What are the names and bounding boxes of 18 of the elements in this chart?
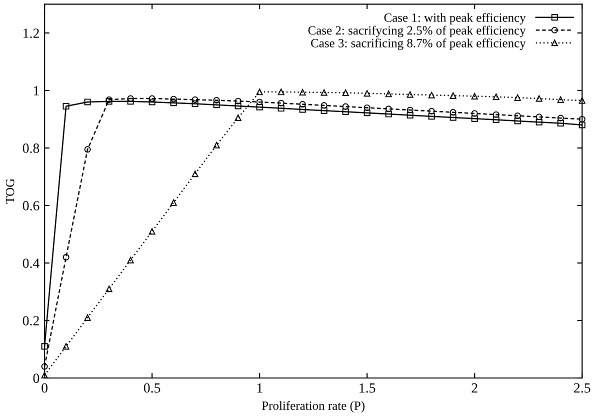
x-tick-label: 2.5: [574, 383, 590, 393]
x-tick-label: 0.5: [144, 383, 160, 393]
x-tick-label: 1: [257, 383, 262, 392]
y-tick-label: 0.2: [22, 316, 39, 326]
x-tick-label: 2: [472, 383, 478, 392]
y-tick-label: 0.6: [22, 201, 40, 210]
legend-label: Case 2: sacrifycing 2.5% of peak efficiency: [308, 26, 526, 38]
x-tick-label: 1.5: [360, 383, 376, 393]
y-tick-label: 0.8: [22, 144, 40, 153]
y-tick-label: 0: [33, 374, 40, 383]
x-axis-title: Proliferation rate (P): [262, 401, 365, 412]
y-axis-title: TOG: [6, 178, 14, 204]
legend-label: Case 3: sacrificing 8.7% of peak efficiency: [311, 38, 526, 50]
y-tick-label: 1: [34, 86, 39, 96]
legend-label: Case 1: with peak efficiency: [384, 12, 526, 24]
y-tick-label: 0.4: [22, 258, 40, 268]
y-tick-label: 1.2: [24, 28, 39, 38]
x-tick-label: 0: [42, 383, 48, 393]
